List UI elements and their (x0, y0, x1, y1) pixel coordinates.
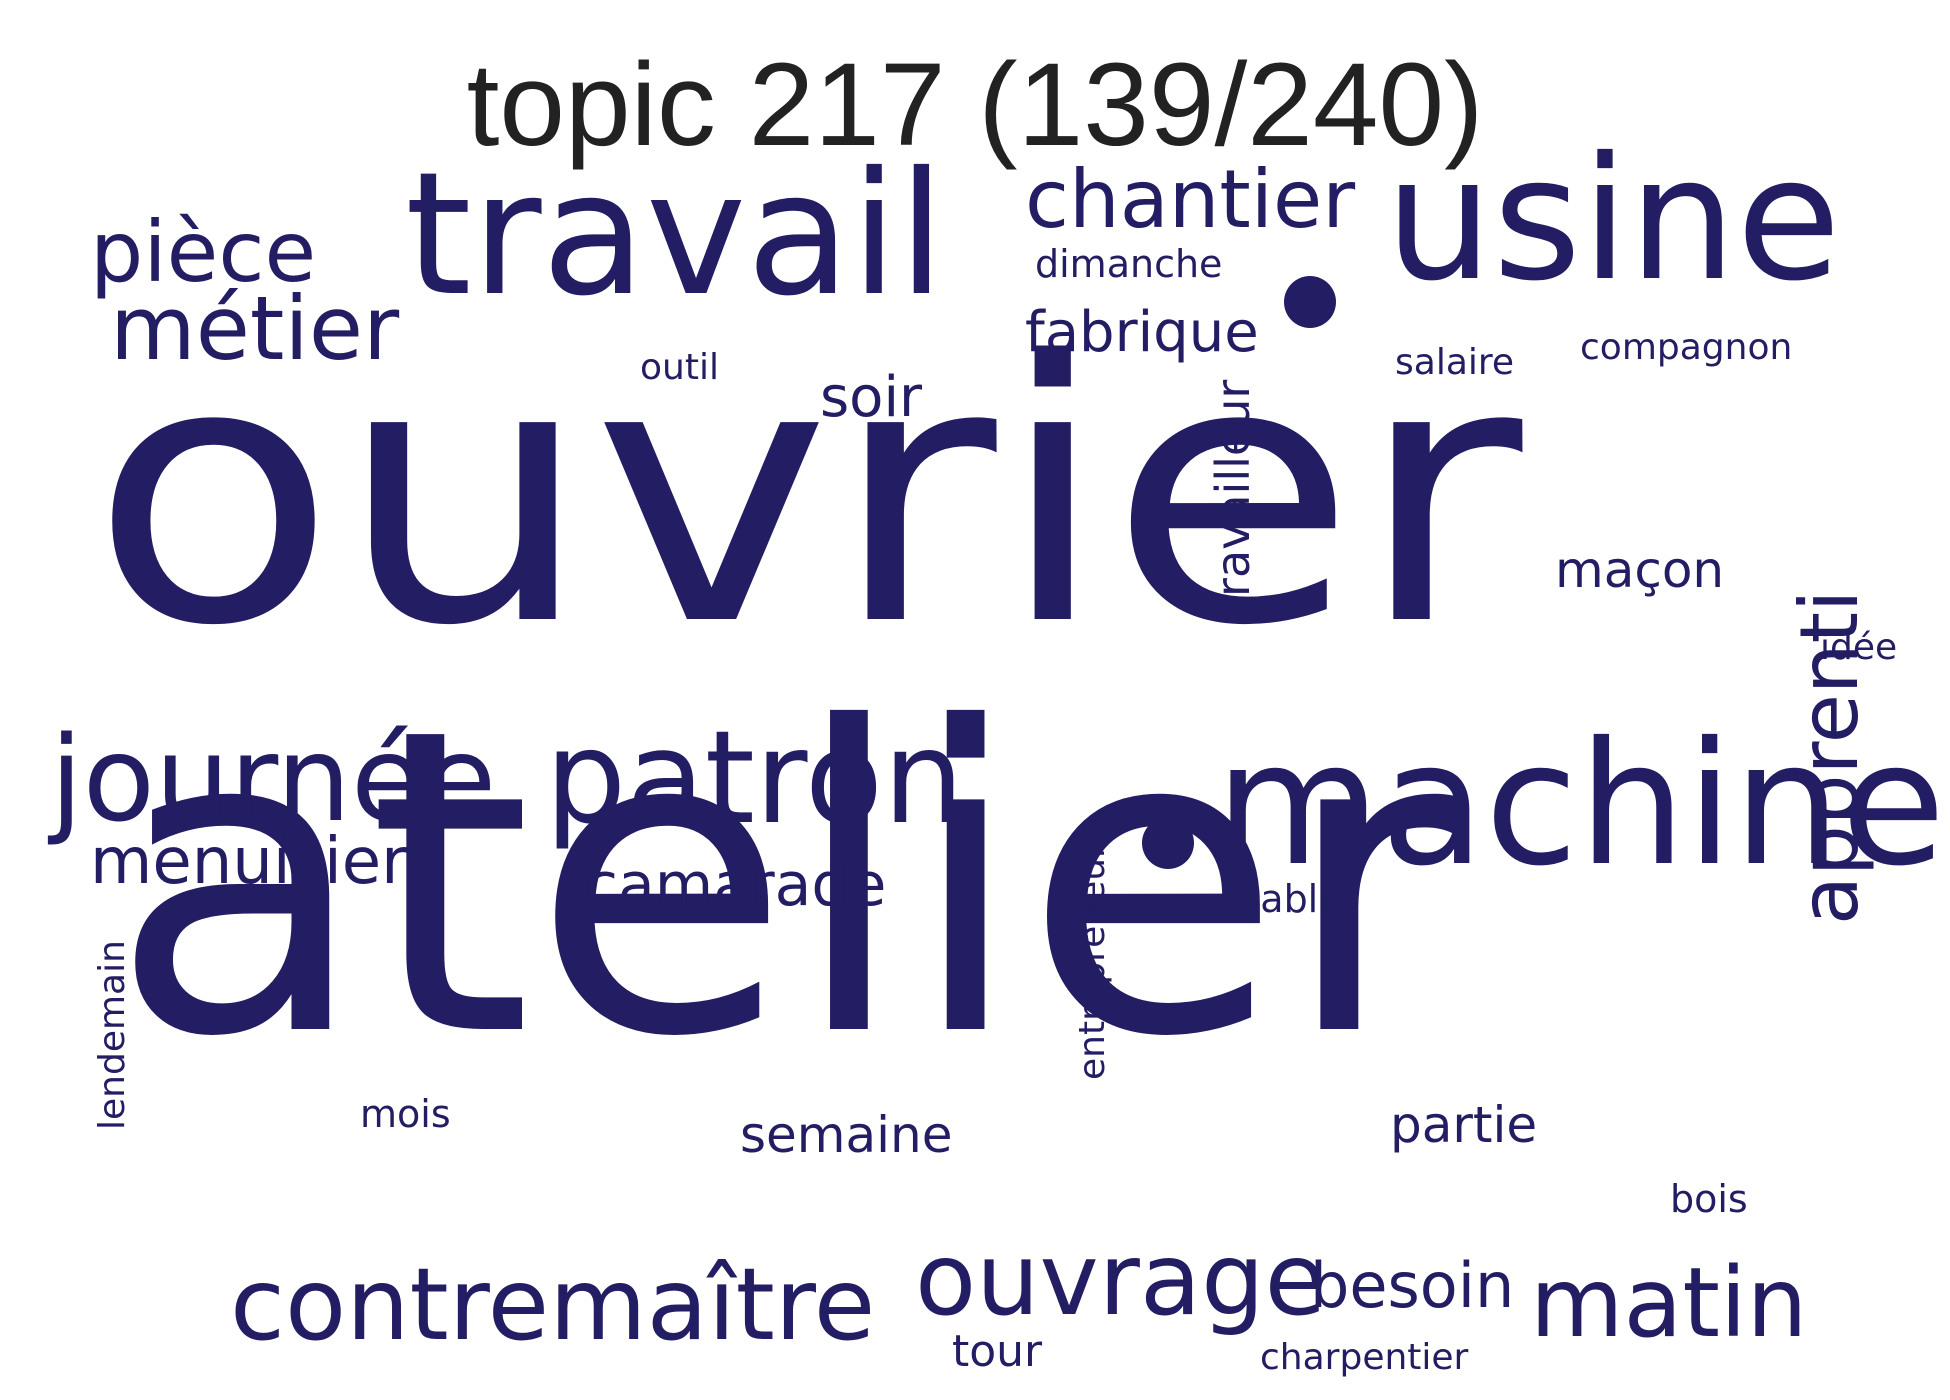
word-chantier: chantier (1025, 153, 1356, 246)
word-matin: matin (1530, 1247, 1808, 1359)
word-métier: métier (110, 277, 400, 380)
word-machine: machine (1215, 706, 1946, 904)
word-ouvrier: ouvrier (90, 285, 1523, 704)
word-atelier: atelier (110, 640, 1455, 1129)
word-fabrique: fabrique (1025, 300, 1259, 365)
word-maçon: maçon (1555, 541, 1725, 599)
word-charpentier: charpentier (1260, 1337, 1469, 1378)
word-travail: travail (405, 136, 945, 334)
word-camarade: camarade (585, 850, 887, 920)
word-menuisier: menuisier (90, 825, 408, 899)
word-lendemain: lendemain (92, 940, 133, 1130)
word-entrepreneur: entrepreneur (1072, 843, 1113, 1080)
word-semaine: semaine (740, 1106, 953, 1164)
word-outil: outil (640, 347, 719, 388)
word-soir: soir (820, 365, 923, 430)
word-contremaître: contremaître (230, 1246, 876, 1363)
word-besoin: besoin (1310, 1249, 1515, 1322)
decorative-dot (1142, 817, 1194, 869)
word-établi: établi (1222, 877, 1329, 921)
word-pièce: pièce (90, 203, 317, 301)
word-travailleur: travailleur (1206, 379, 1260, 615)
word-usine: usine (1385, 121, 1841, 319)
word-bois: bois (1670, 1177, 1748, 1221)
word-compagnon: compagnon (1580, 327, 1793, 368)
wordcloud-title: topic 217 (139/240) (466, 39, 1484, 171)
word-partie: partie (1390, 1096, 1538, 1154)
decorative-dot (1284, 276, 1336, 328)
word-patron: patron (545, 704, 965, 853)
word-tour: tour (952, 1326, 1043, 1377)
word-salaire: salaire (1395, 342, 1515, 383)
word-ouvrage: ouvrage (915, 1221, 1327, 1338)
word-mois: mois (360, 1092, 451, 1136)
word-dimanche: dimanche (1035, 242, 1223, 286)
word-idée: idée (1820, 627, 1898, 668)
word-journée: journée (50, 710, 497, 848)
